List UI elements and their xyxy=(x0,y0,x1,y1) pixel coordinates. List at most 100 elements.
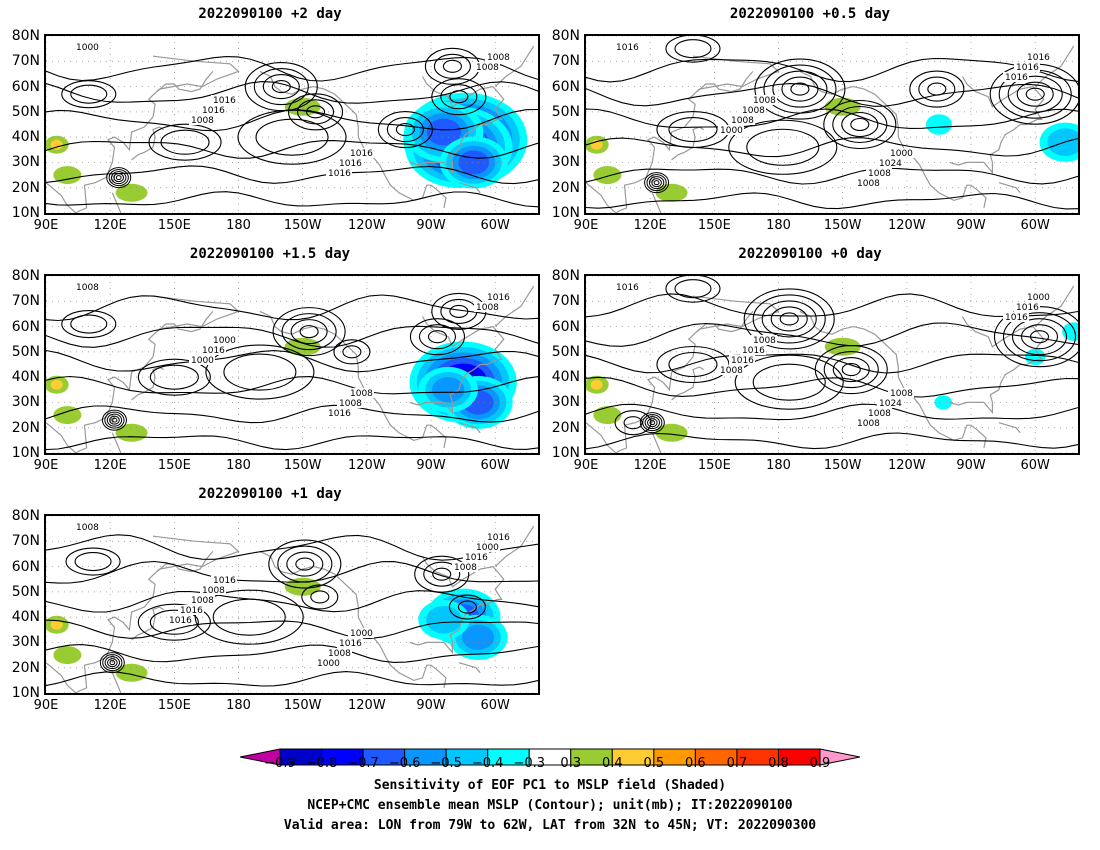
lon-tick-label: 150W xyxy=(283,218,322,233)
panel-title: 2022090100 +0.5 day xyxy=(729,6,891,22)
contour-label: 1016 xyxy=(213,96,236,106)
lon-tick-label: 120E xyxy=(93,698,127,713)
lon-tick-label: 120E xyxy=(93,458,127,473)
lon-tick-label: 120E xyxy=(633,218,667,233)
colorbar-tick-label: −0.7 xyxy=(347,756,379,771)
contour-labels: 1016100810081000101610241016101610081016… xyxy=(614,282,1051,429)
lat-tick-label: 50N xyxy=(11,343,40,360)
map-frame: 1000 1016 1016 1008 1016 1016 1008 1008 1016 xyxy=(44,34,540,215)
lon-tick-label: 60W xyxy=(480,698,510,713)
contour-labels: 1008101610001016100810161000100810081016… xyxy=(74,522,511,669)
lat-tick-label: 30N xyxy=(11,634,40,651)
lat-tick-label: 40N xyxy=(11,369,40,386)
lat-tick-label: 50N xyxy=(551,343,580,360)
lat-tick-label: 80N xyxy=(11,268,40,284)
colorbar-tick-label: −0.6 xyxy=(388,756,421,771)
lon-tick-label: 60W xyxy=(480,458,510,473)
lon-tick-label: 120W xyxy=(888,218,926,233)
caption-line-3: Valid area: LON from 79W to 62W, LAT fro… xyxy=(283,818,817,833)
colorbar-tick-label: −0.3 xyxy=(513,756,545,771)
lon-tick-label: 90W xyxy=(416,698,446,713)
contour-label: 1008 xyxy=(76,283,99,293)
lat-tick-label: 60N xyxy=(11,78,40,95)
lat-tick-label: 70N xyxy=(551,293,580,310)
lon-tick-label: 90E xyxy=(33,698,59,713)
lon-tick-label: 180 xyxy=(766,218,791,233)
colorbar-tick-label: −0.8 xyxy=(305,756,338,771)
contour-label: 1008 xyxy=(328,649,351,659)
lon-tick-label: 90E xyxy=(573,458,599,473)
isobar-contours xyxy=(46,47,538,208)
lon-tick-label: 90W xyxy=(416,218,446,233)
map-plot: 1008101610001016100810161000100810081016… xyxy=(46,516,538,693)
contour-label: 1008 xyxy=(454,563,477,573)
lat-tick-label: 80N xyxy=(11,28,40,44)
lon-tick-label: 120W xyxy=(348,458,386,473)
lon-tick-label: 150E xyxy=(697,218,731,233)
colorbar-tick-label: −0.9 xyxy=(264,756,296,771)
lon-tick-label: 120W xyxy=(348,218,386,233)
contour-label: 1008 xyxy=(742,106,765,116)
panel-title: 2022090100 +2 day xyxy=(198,6,342,22)
lon-tick-label: 180 xyxy=(226,698,251,713)
map-plot: 1016100810081000101610241016101610081016… xyxy=(586,276,1078,453)
lon-tick-label: 150W xyxy=(283,698,322,713)
map-frame: 1016 1008 1000 1016 1008 1024 1016 1008 1008 1016… xyxy=(584,34,1080,215)
graticule xyxy=(586,36,1078,213)
isobar-contours xyxy=(46,292,538,451)
panel-day-0.5: 2022090100 +0.5 day 1016 1008 1000 1016 1008… xyxy=(540,6,1080,236)
lon-tick-label: 60W xyxy=(1020,458,1050,473)
colorbar-tick-label: −0.5 xyxy=(430,756,462,771)
lat-tick-label: 30N xyxy=(11,154,40,171)
sensitivity-shading xyxy=(586,322,1078,442)
contour-label: 1008 xyxy=(868,169,891,179)
lon-tick-label: 150W xyxy=(283,458,322,473)
panel-title: 2022090100 +1 day xyxy=(198,486,342,502)
colorbar-tick-label: 0.8 xyxy=(768,756,789,771)
contour-label: 1000 xyxy=(476,543,499,553)
lat-tick-label: 10N xyxy=(11,205,40,221)
contour-label: 1016 xyxy=(180,606,203,616)
panel-day-1: 2022090100 +1 day 1008 1016 1000 1016 1008 10… xyxy=(0,486,540,716)
lat-tick-label: 60N xyxy=(11,558,40,575)
contour-label: 1016 xyxy=(213,576,236,586)
contour-label: 1000 xyxy=(317,659,340,669)
isobar-contours xyxy=(586,36,1078,210)
lon-tick-label: 60W xyxy=(480,218,510,233)
lat-tick-label: 20N xyxy=(11,419,40,436)
lat-tick-label: 40N xyxy=(11,609,40,626)
contour-label: 1016 xyxy=(616,43,639,53)
lon-tick-label: 90E xyxy=(33,458,59,473)
lon-tick-label: 120E xyxy=(633,458,667,473)
contour-label: 1008 xyxy=(350,389,373,399)
panel-title: 2022090100 +0 day xyxy=(738,246,882,262)
colorbar-tick-label: −0.4 xyxy=(471,756,504,771)
contour-label: 1008 xyxy=(731,116,754,126)
lon-tick-label: 120W xyxy=(348,698,386,713)
contour-label: 1016 xyxy=(1005,313,1028,323)
contour-label: 1000 xyxy=(213,336,236,346)
contour-label: 1008 xyxy=(191,596,214,606)
lat-tick-label: 10N xyxy=(11,445,40,461)
panel-day-1.5: 2022090100 +1.5 day 1008 1000 1008 1016 1016… xyxy=(0,246,540,476)
isobar-contours xyxy=(46,534,538,687)
contour-label: 1008 xyxy=(191,116,214,126)
contour-label: 1008 xyxy=(753,96,776,106)
panel-day-0: 2022090100 +0 day 1016 1008 1008 1000 1016 10… xyxy=(540,246,1080,476)
lat-tick-label: 60N xyxy=(11,318,40,335)
lat-tick-label: 20N xyxy=(551,179,580,196)
lon-tick-label: 150W xyxy=(823,218,862,233)
contour-labels: 1016100810001016100810241016100810081016… xyxy=(614,42,1051,189)
lat-tick-label: 60N xyxy=(551,78,580,95)
lon-tick-label: 180 xyxy=(766,458,791,473)
map-frame: 1008 1016 1000 1016 1008 1016 1000 1008 1008 1016… xyxy=(44,514,540,695)
lat-tick-label: 30N xyxy=(11,394,40,411)
contour-label: 1016 xyxy=(487,533,510,543)
lat-tick-label: 20N xyxy=(551,419,580,436)
contour-label: 1016 xyxy=(465,553,488,563)
lat-tick-label: 40N xyxy=(11,129,40,146)
lon-tick-label: 180 xyxy=(226,218,251,233)
